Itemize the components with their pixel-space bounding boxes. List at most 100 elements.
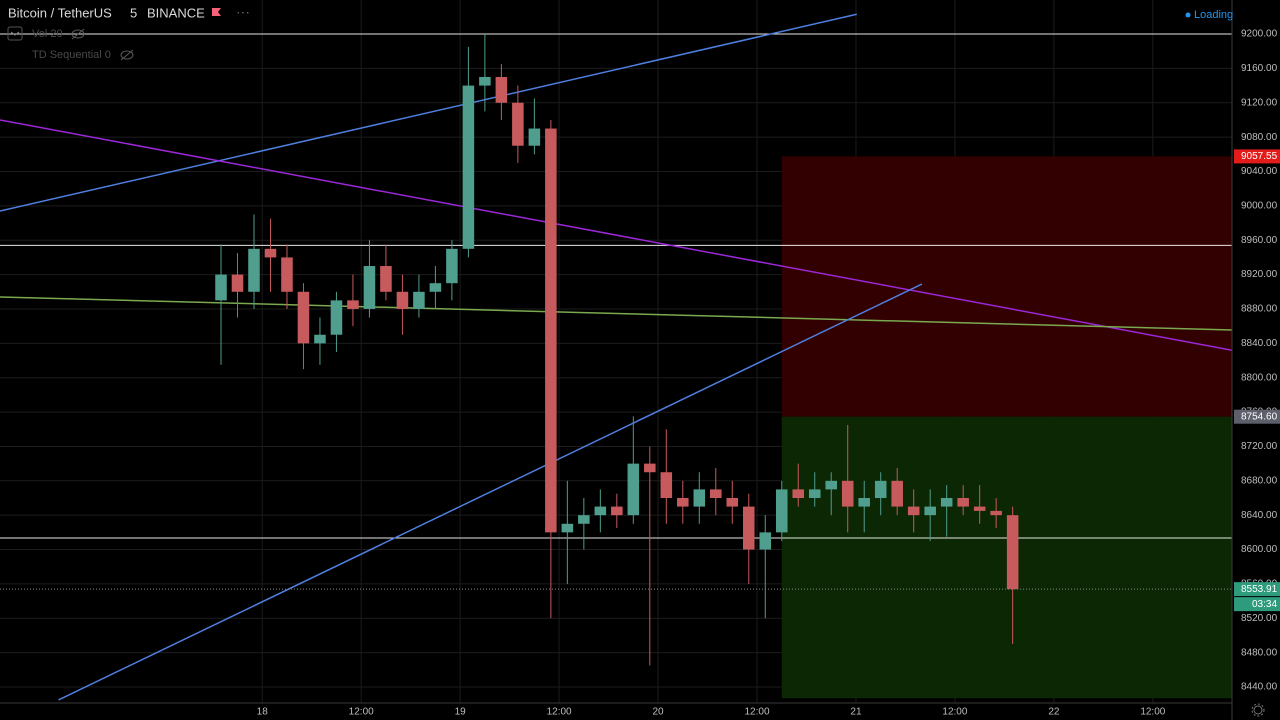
more-icon[interactable]: ··· [236,4,250,20]
price-label: 8553.91 [1241,584,1278,595]
y-tick-label: 8840.00 [1241,338,1278,349]
hide-icon-slash [120,49,134,61]
trend-line [0,296,1232,331]
y-tick-label: 8440.00 [1241,682,1278,693]
y-tick-label: 8960.00 [1241,235,1278,246]
candle-body [363,266,376,309]
y-tick-label: 8680.00 [1241,475,1278,486]
candle-body [347,300,359,309]
candle-body [330,300,343,335]
status-dot [1185,12,1191,18]
x-tick-label: 12:00 [547,707,572,718]
chevron-icon [10,31,20,36]
y-tick-label: 8720.00 [1241,441,1278,452]
candle-body [545,128,557,533]
position-box [781,156,1232,417]
exchange: BINANCE [147,5,205,20]
y-tick-label: 8800.00 [1241,372,1278,383]
candle-body [907,506,920,516]
flag-icon[interactable] [212,8,221,16]
x-tick-label: 12:00 [942,707,967,718]
candle-body [726,497,739,507]
trend-line [58,283,923,701]
candle-body [924,506,936,516]
y-tick-label: 9200.00 [1241,29,1278,40]
candle-body [264,248,277,258]
gear [1253,705,1263,715]
indicator-label: Vol 20 [32,28,63,40]
legend: Bitcoin / TetherUS 5 BINANCE ··· Vol 20 … [7,4,1233,61]
hide-icon[interactable] [120,50,134,60]
y-tick-label: 8920.00 [1241,269,1278,280]
candle-body [215,274,227,301]
y-tick-label: 9120.00 [1241,97,1278,108]
gear-teeth [1251,703,1265,717]
candle-body [528,128,541,146]
candle-body [940,497,953,507]
y-tick-label: 9040.00 [1241,166,1278,177]
candle-body [314,334,326,344]
x-tick-label: 12:00 [349,707,374,718]
candle-body [281,257,293,292]
trend-line [0,13,857,212]
interval: 5 [130,5,137,20]
candle-body [248,248,260,292]
candle-body [594,506,607,516]
symbol: Bitcoin / TetherUS [8,5,112,20]
candle-body [990,510,1002,516]
x-tick-label: 19 [455,707,467,718]
trend-line [0,119,1232,351]
candle-body [627,463,640,516]
candle-body [429,283,442,292]
candle-body [957,497,969,507]
candle-body [396,291,409,309]
candle-body [858,497,870,507]
hide-icon[interactable] [71,29,85,39]
plot-area [0,0,1232,703]
candle-body [512,102,524,146]
x-tick-label: 12:00 [744,707,769,718]
candle-body [380,266,392,292]
candle-body [495,76,508,103]
price-label: 8754.60 [1241,411,1278,422]
y-tick-label: 8480.00 [1241,647,1278,658]
y-tick-label: 8880.00 [1241,304,1278,315]
y-tick-label: 8520.00 [1241,613,1278,624]
candle-body [693,489,706,507]
candle-body [578,515,590,524]
collapse-button[interactable] [7,26,23,41]
price-label-bg [1234,409,1280,424]
candle-body [677,497,689,507]
candle-body [891,480,903,507]
y-tick-label: 8640.00 [1241,510,1278,521]
hide-icon-slash [71,28,85,40]
candle-body [561,523,574,533]
candle-body [297,291,310,344]
x-tick-label: 12:00 [1140,707,1165,718]
candle-body [792,489,805,498]
y-tick-label: 9000.00 [1241,201,1278,212]
countdown: 03:34 [1252,599,1277,610]
y-tick-label: 8600.00 [1241,544,1278,555]
candle-body [759,532,772,550]
candle-body [644,463,656,473]
y-tick-label: 9160.00 [1241,63,1278,74]
candle-body [841,480,854,507]
candle-body [825,480,838,490]
candle-body [775,489,788,533]
x-tick-label: 22 [1048,707,1060,718]
price-label-bg [1234,582,1280,597]
candle-body [446,248,458,284]
x-tick-label: 21 [850,707,862,718]
candle-body [742,506,755,550]
candle-body [973,506,986,511]
price-label-bg [1234,149,1280,164]
candle-body [231,274,244,292]
status: Loading [1194,9,1233,21]
candle-body [611,506,623,516]
candle-body [874,480,887,498]
settings-icon[interactable] [1251,703,1265,717]
candle-body [1006,515,1019,590]
